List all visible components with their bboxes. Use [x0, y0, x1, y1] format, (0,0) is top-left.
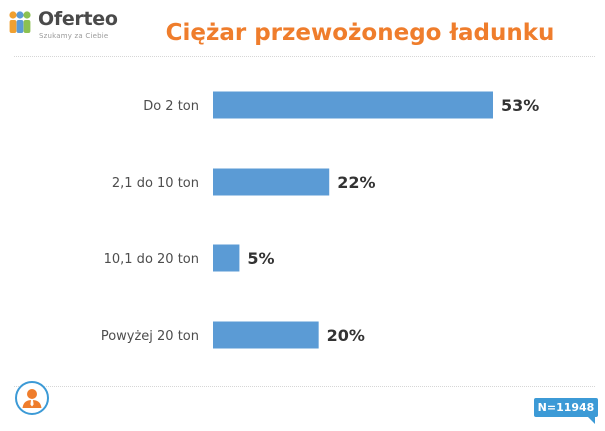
sample-size-badge-tail [587, 416, 595, 424]
category-label: 2,1 do 10 ton [112, 176, 199, 191]
bar [213, 244, 240, 272]
oferteo-logo[interactable]: Oferteo Szukamy za Ciebie [7, 8, 147, 42]
category-label: 10,1 do 20 ton [104, 252, 199, 267]
sample-size-badge: N=11948 [534, 398, 598, 417]
user-icon [15, 381, 49, 415]
bar [213, 91, 493, 119]
value-label: 5% [247, 249, 274, 268]
value-label: 53% [501, 96, 539, 115]
logo-people-icon [9, 11, 31, 33]
logo-tagline: Szukamy za Ciebie [39, 32, 109, 40]
bottom-divider [14, 386, 595, 387]
value-label: 22% [337, 173, 375, 192]
value-label: 20% [327, 326, 365, 345]
bar [213, 321, 319, 349]
category-label: Do 2 ton [143, 99, 199, 114]
logo-name: Oferteo [38, 8, 118, 30]
top-divider [14, 56, 595, 57]
category-label: Powyżej 20 ton [101, 329, 199, 344]
bar [213, 168, 330, 196]
chart-title: Ciężar przewożonego ładunku [165, 20, 555, 46]
